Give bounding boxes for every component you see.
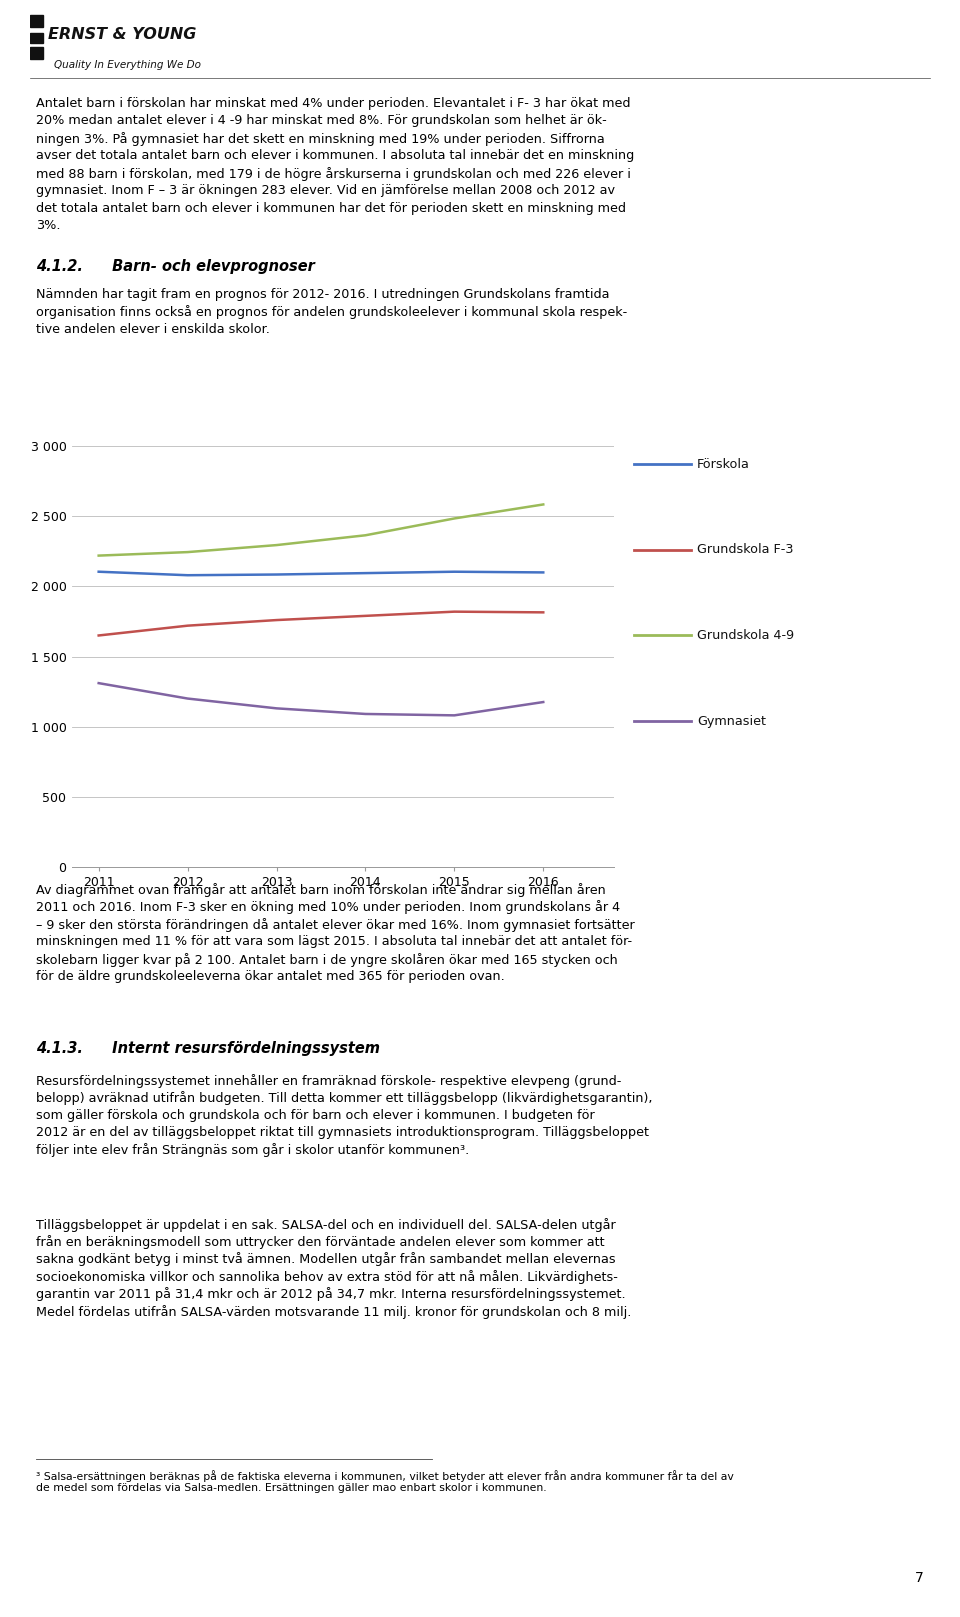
Text: som gäller förskola och grundskola och för barn och elever i kommunen. I budgete: som gäller förskola och grundskola och f… [36, 1109, 595, 1122]
Text: ningen 3%. På gymnasiet har det skett en minskning med 19% under perioden. Siffr: ningen 3%. På gymnasiet har det skett en… [36, 133, 605, 146]
Text: Resursfördelningssystemet innehåller en framräknad förskole- respektive elevpeng: Resursfördelningssystemet innehåller en … [36, 1074, 622, 1088]
Text: tive andelen elever i enskilda skolor.: tive andelen elever i enskilda skolor. [36, 323, 271, 336]
Text: Förskola: Förskola [697, 458, 750, 471]
Text: ERNST & YOUNG: ERNST & YOUNG [48, 27, 196, 42]
Text: garantin var 2011 på 31,4 mkr och är 2012 på 34,7 mkr. Interna resursfördelnings: garantin var 2011 på 31,4 mkr och är 201… [36, 1287, 626, 1302]
Text: för de äldre grundskoleeleverna ökar antalet med 365 för perioden ovan.: för de äldre grundskoleeleverna ökar ant… [36, 970, 505, 983]
Text: Grundskola 4-9: Grundskola 4-9 [697, 629, 794, 642]
Text: avser det totala antalet barn och elever i kommunen. I absoluta tal innebär det : avser det totala antalet barn och elever… [36, 149, 635, 162]
Text: skolebarn ligger kvar på 2 100. Antalet barn i de yngre skolåren ökar med 165 st: skolebarn ligger kvar på 2 100. Antalet … [36, 952, 618, 967]
Bar [30, 47, 43, 58]
Text: följer inte elev från Strängnäs som går i skolor utanför kommunen³.: följer inte elev från Strängnäs som går … [36, 1143, 469, 1158]
Text: socioekonomiska villkor och sannolika behov av extra stöd för att nå målen. Likv: socioekonomiska villkor och sannolika be… [36, 1269, 618, 1284]
Text: från en beräkningsmodell som uttrycker den förväntade andelen elever som kommer : från en beräkningsmodell som uttrycker d… [36, 1235, 605, 1248]
Text: Medel fördelas utifrån SALSA-värden motsvarande 11 milj. kronor för grundskolan : Medel fördelas utifrån SALSA-värden mots… [36, 1305, 632, 1319]
Text: Av diagrammet ovan framgår att antalet barn inom förskolan inte ändrar sig mella: Av diagrammet ovan framgår att antalet b… [36, 883, 606, 897]
Text: – 9 sker den största förändringen då antalet elever ökar med 16%. Inom gymnasiet: – 9 sker den största förändringen då ant… [36, 918, 636, 931]
Text: det totala antalet barn och elever i kommunen har det för perioden skett en mins: det totala antalet barn och elever i kom… [36, 202, 627, 215]
Text: 7: 7 [915, 1570, 924, 1585]
Text: 20% medan antalet elever i 4 -9 har minskat med 8%. För grundskolan som helhet ä: 20% medan antalet elever i 4 -9 har mins… [36, 115, 608, 128]
Text: organisation finns också en prognos för andelen grundskoleelever i kommunal skol: organisation finns också en prognos för … [36, 306, 628, 319]
Text: minskningen med 11 % för att vara som lägst 2015. I absoluta tal innebär det att: minskningen med 11 % för att vara som lä… [36, 935, 633, 948]
Text: gymnasiet. Inom F – 3 är ökningen 283 elever. Vid en jämförelse mellan 2008 och : gymnasiet. Inom F – 3 är ökningen 283 el… [36, 184, 615, 197]
Text: Antalet barn i förskolan har minskat med 4% under perioden. Elevantalet i F- 3 h: Antalet barn i förskolan har minskat med… [36, 97, 631, 110]
Text: Gymnasiet: Gymnasiet [697, 715, 766, 728]
Text: 4.1.3.  Internt resursfördelningssystem: 4.1.3. Internt resursfördelningssystem [36, 1041, 380, 1056]
Text: 2011 och 2016. Inom F-3 sker en ökning med 10% under perioden. Inom grundskolans: 2011 och 2016. Inom F-3 sker en ökning m… [36, 901, 620, 914]
Text: belopp) avräknad utifrån budgeten. Till detta kommer ett tilläggsbelopp (likvärd: belopp) avräknad utifrån budgeten. Till … [36, 1091, 653, 1104]
Text: sakna godkänt betyg i minst två ämnen. Modellen utgår från sambandet mellan elev: sakna godkänt betyg i minst två ämnen. M… [36, 1253, 616, 1266]
Text: med 88 barn i förskolan, med 179 i de högre årskurserna i grundskolan och med 22: med 88 barn i förskolan, med 179 i de hö… [36, 167, 632, 181]
Text: 3%.: 3%. [36, 220, 61, 233]
Text: Nämnden har tagit fram en prognos för 2012- 2016. I utredningen Grundskolans fra: Nämnden har tagit fram en prognos för 20… [36, 288, 610, 301]
Text: de medel som fördelas via Salsa-medlen. Ersättningen gäller mao enbart skolor i : de medel som fördelas via Salsa-medlen. … [36, 1483, 547, 1494]
Text: Tilläggsbeloppet är uppdelat i en sak. SALSA-del och en individuell del. SALSA-d: Tilläggsbeloppet är uppdelat i en sak. S… [36, 1218, 616, 1232]
Text: Grundskola F-3: Grundskola F-3 [697, 543, 794, 556]
Text: 4.1.2.  Barn- och elevprognoser: 4.1.2. Barn- och elevprognoser [36, 259, 315, 273]
Bar [30, 15, 43, 27]
Text: ³ Salsa-ersättningen beräknas på de faktiska eleverna i kommunen, vilket betyder: ³ Salsa-ersättningen beräknas på de fakt… [36, 1470, 734, 1481]
Bar [30, 34, 43, 42]
Text: Quality In Everything We Do: Quality In Everything We Do [54, 60, 201, 70]
Text: 2012 är en del av tilläggsbeloppet riktat till gymnasiets introduktionsprogram. : 2012 är en del av tilläggsbeloppet rikta… [36, 1125, 650, 1138]
